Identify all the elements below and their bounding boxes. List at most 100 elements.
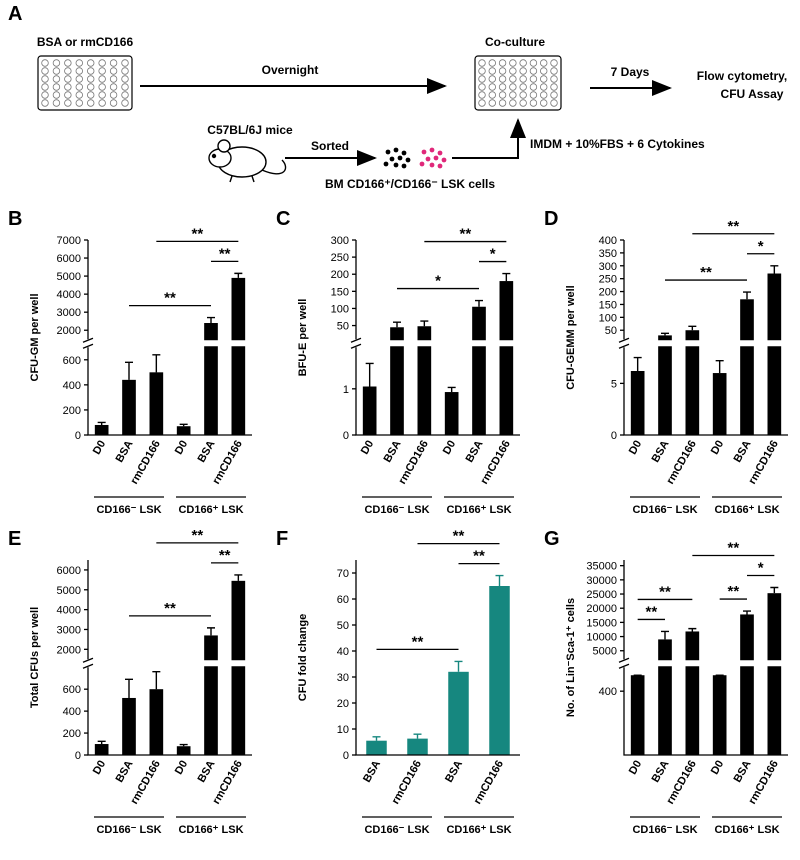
- well: [98, 99, 106, 107]
- well: [529, 91, 538, 99]
- y-tick-label: 100: [331, 303, 349, 315]
- cell-dot: [401, 163, 407, 169]
- bar: [362, 386, 377, 435]
- y-tick-label: 60: [337, 594, 349, 606]
- well: [98, 67, 106, 75]
- y-tick-label: 4000: [57, 605, 81, 617]
- bar: [685, 330, 700, 435]
- well: [41, 67, 49, 75]
- y-tick-label: 50: [605, 325, 617, 337]
- group-label: CD166⁺ LSK: [446, 824, 511, 836]
- x-tick-label: BSA: [196, 438, 218, 464]
- plate-label: BSA or rmCD166: [37, 35, 134, 49]
- error-bar: [770, 586, 779, 594]
- axis: [623, 560, 788, 756]
- y-axis-label: BFU-E per well: [297, 299, 309, 377]
- significance-label: **: [164, 290, 176, 307]
- bar: [740, 299, 754, 435]
- y-tick-label: 100: [599, 312, 617, 324]
- x-tick-label: D0: [627, 759, 644, 777]
- x-tick-label: BSA: [650, 758, 672, 784]
- x-tick-label: BSA: [464, 438, 486, 464]
- x-tick-label: BSA: [114, 758, 136, 784]
- error-bar: [633, 356, 642, 371]
- well: [87, 67, 95, 75]
- axis-break-mark: [618, 337, 630, 349]
- well: [87, 75, 95, 83]
- cell-dot: [429, 147, 435, 153]
- axis-break: [618, 340, 788, 347]
- axis-break: [350, 340, 520, 347]
- x-tick-label: BSA: [196, 758, 218, 784]
- panel-label: B: [8, 208, 22, 230]
- bar: [204, 323, 218, 435]
- panel-label: D: [544, 208, 558, 230]
- bar: [444, 392, 459, 435]
- axis: [87, 240, 252, 436]
- well: [109, 83, 118, 91]
- significance-label: **: [453, 528, 465, 545]
- y-tick-label: 200: [63, 728, 81, 740]
- well: [64, 91, 72, 99]
- x-tick-label: BSA: [650, 438, 672, 464]
- bar: [390, 327, 404, 435]
- well: [509, 91, 517, 99]
- y-tick-label: 5000: [57, 271, 81, 283]
- error-bar: [715, 359, 724, 374]
- cell-dot: [425, 156, 431, 162]
- significance-label: **: [191, 527, 203, 544]
- well: [529, 83, 538, 91]
- x-tick-label: D0: [359, 439, 376, 457]
- well: [75, 91, 83, 99]
- well: [75, 83, 83, 91]
- axis: [355, 560, 520, 756]
- error-bar: [152, 354, 161, 373]
- x-tick-label: D0: [709, 439, 726, 457]
- bar: [176, 426, 191, 435]
- y-tick-label: 3000: [57, 307, 81, 319]
- well: [498, 75, 507, 83]
- y-axis-label: Total CFUs per well: [29, 607, 41, 708]
- cell-dot: [397, 155, 403, 161]
- cell-dot: [437, 163, 443, 169]
- cell-dot: [401, 150, 407, 156]
- y-tick-label: 5000: [57, 585, 81, 597]
- well: [519, 59, 527, 67]
- bar: [448, 671, 469, 755]
- y-tick-label: 15000: [586, 617, 617, 629]
- axis-break-mark: [618, 657, 630, 669]
- well: [121, 59, 129, 67]
- well: [488, 99, 496, 107]
- error-bar: [393, 321, 401, 328]
- well: [550, 99, 558, 107]
- error-bar: [125, 361, 133, 380]
- y-tick-label: 400: [599, 235, 617, 247]
- error-bar: [207, 316, 215, 324]
- axis-break-mark: [350, 337, 362, 349]
- error-bar: [420, 320, 429, 327]
- well: [519, 75, 527, 83]
- y-tick-label: 0: [75, 750, 81, 762]
- well: [550, 67, 558, 75]
- panel-label: E: [8, 528, 21, 550]
- y-tick-label: 150: [599, 299, 617, 311]
- well: [52, 99, 61, 107]
- well: [109, 91, 118, 99]
- bar: [407, 738, 428, 755]
- y-tick-label: 2000: [57, 325, 81, 337]
- well: [488, 83, 496, 91]
- bar: [767, 593, 782, 755]
- x-tick-label: D0: [91, 439, 108, 457]
- y-tick-label: 30: [337, 672, 349, 684]
- mouse: [208, 139, 287, 183]
- bar: [499, 281, 514, 435]
- decorations: [37, 55, 562, 169]
- bar: [94, 424, 109, 435]
- group-label: CD166⁺ LSK: [714, 504, 779, 516]
- bar: [231, 580, 246, 755]
- well: [121, 83, 129, 91]
- axis: [87, 560, 252, 756]
- y-tick-label: 0: [75, 430, 81, 442]
- well: [87, 91, 95, 99]
- well: [41, 59, 49, 67]
